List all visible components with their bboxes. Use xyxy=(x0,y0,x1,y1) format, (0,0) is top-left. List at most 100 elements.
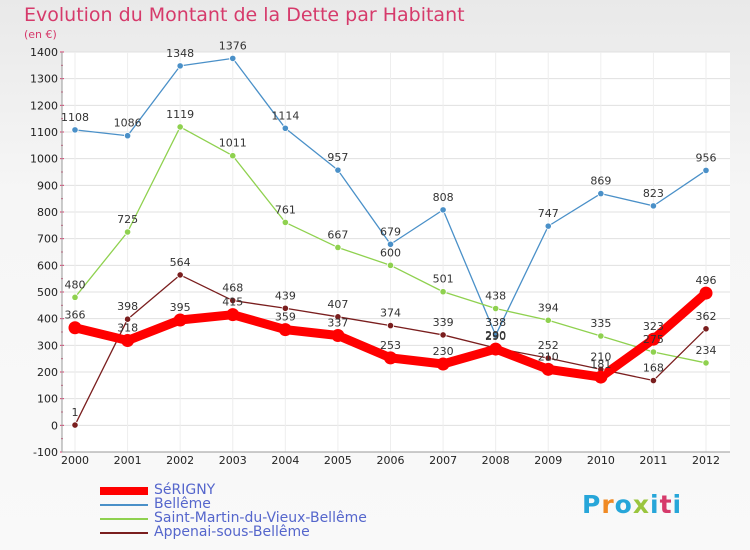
data-label: 415 xyxy=(222,296,243,309)
y-tick-label: 500 xyxy=(37,286,58,299)
data-point xyxy=(702,166,710,174)
data-point xyxy=(123,228,132,236)
data-label: 823 xyxy=(643,187,664,200)
data-point xyxy=(386,240,395,248)
data-point xyxy=(226,308,240,322)
brand-logo: Proxiti xyxy=(582,490,682,519)
data-label: 252 xyxy=(538,339,559,352)
brand-letter: t xyxy=(659,490,673,519)
data-label: 1114 xyxy=(271,109,299,122)
data-label: 761 xyxy=(275,203,296,216)
data-point xyxy=(386,321,395,330)
data-label: 468 xyxy=(222,282,243,295)
data-label: 374 xyxy=(380,307,401,320)
chart-title: Evolution du Montant de la Dette par Hab… xyxy=(24,4,465,26)
data-label: 337 xyxy=(327,316,348,329)
data-point xyxy=(702,325,710,333)
y-tick-label: 600 xyxy=(37,259,58,272)
data-point xyxy=(123,132,132,140)
data-label: 253 xyxy=(380,339,401,352)
x-tick-label: 2002 xyxy=(166,454,194,467)
legend-swatch xyxy=(100,518,148,520)
plot-area xyxy=(62,52,730,452)
data-point xyxy=(646,332,660,346)
data-point xyxy=(334,313,342,321)
data-point xyxy=(489,342,503,356)
x-tick-label: 2005 xyxy=(324,454,352,467)
data-point xyxy=(281,218,289,226)
y-tick-label: 900 xyxy=(37,179,58,192)
data-label: 168 xyxy=(643,362,664,375)
data-label: 438 xyxy=(485,290,506,303)
data-label: 210 xyxy=(538,350,559,363)
data-point xyxy=(439,206,447,214)
data-point xyxy=(544,316,552,324)
x-tick-label: 2001 xyxy=(114,454,142,467)
x-tick-label: 2011 xyxy=(639,454,667,467)
x-tick-label: 2000 xyxy=(61,454,89,467)
data-point xyxy=(176,123,184,131)
data-label: 362 xyxy=(696,310,717,323)
data-label: 230 xyxy=(433,345,454,358)
data-point xyxy=(649,348,658,356)
data-point xyxy=(492,331,500,339)
data-point xyxy=(597,332,605,340)
x-tick-label: 2004 xyxy=(271,454,299,467)
data-point xyxy=(229,296,237,305)
legend-swatch xyxy=(100,504,148,506)
y-tick-label: 100 xyxy=(37,393,58,406)
data-label: 366 xyxy=(65,309,86,322)
data-label: 956 xyxy=(696,151,717,164)
x-tick-label: 2006 xyxy=(377,454,405,467)
data-label: 957 xyxy=(327,151,348,164)
data-label: 395 xyxy=(170,301,191,314)
legend-label: SéRIGNY xyxy=(154,482,216,498)
unit-label: (en €) xyxy=(24,28,57,41)
data-label: 439 xyxy=(275,289,296,302)
data-point xyxy=(439,288,447,296)
brand-letter: P xyxy=(582,490,602,519)
data-label: 398 xyxy=(117,300,138,313)
data-point xyxy=(544,222,552,230)
data-label: 407 xyxy=(327,298,348,311)
brand-letter: x xyxy=(632,490,650,519)
data-point xyxy=(71,126,79,134)
data-label: 394 xyxy=(538,301,559,314)
data-point xyxy=(541,362,555,376)
data-point xyxy=(123,315,132,323)
data-label: 679 xyxy=(380,225,401,238)
data-label: 359 xyxy=(275,311,296,324)
legend-label: Appenai-sous-Bellême xyxy=(154,524,310,540)
brand-letter: r xyxy=(601,490,615,519)
y-tick-label: 1100 xyxy=(30,126,58,139)
data-point xyxy=(229,152,237,160)
data-point xyxy=(229,54,237,63)
data-point xyxy=(71,421,79,429)
data-point xyxy=(702,359,710,367)
data-label: 335 xyxy=(590,317,611,330)
data-label: 210 xyxy=(590,350,611,363)
brand-letter: i xyxy=(672,490,683,519)
y-tick-label: -100 xyxy=(33,446,58,459)
data-point xyxy=(331,328,345,342)
data-point xyxy=(439,331,447,339)
data-label: 480 xyxy=(65,278,86,291)
brand-letter: o xyxy=(614,490,633,519)
data-label: 1011 xyxy=(219,137,247,150)
y-tick-label: 400 xyxy=(37,313,58,326)
data-point xyxy=(597,190,605,198)
data-label: 318 xyxy=(117,322,138,335)
x-tick-label: 2010 xyxy=(587,454,615,467)
data-label: 496 xyxy=(696,274,717,287)
data-label: 181 xyxy=(590,358,611,371)
y-tick-label: 300 xyxy=(37,339,58,352)
data-label: 808 xyxy=(433,191,454,204)
data-label: 1108 xyxy=(61,111,89,124)
data-point xyxy=(281,124,289,132)
data-point xyxy=(121,334,135,348)
data-label: 1086 xyxy=(114,117,142,130)
data-point xyxy=(492,304,500,313)
x-tick-label: 2007 xyxy=(429,454,457,467)
